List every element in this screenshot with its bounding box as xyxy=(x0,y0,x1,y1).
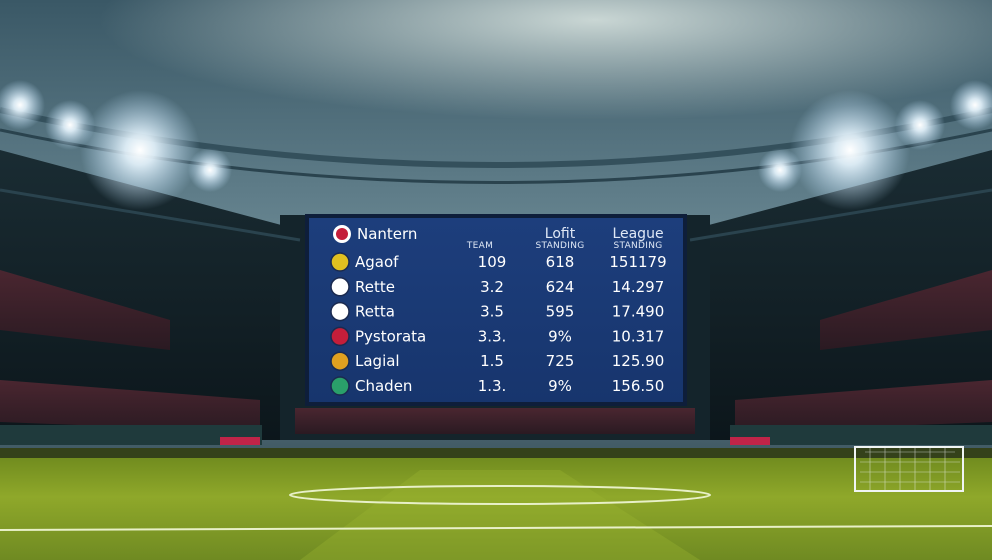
table-cell: 725 xyxy=(546,352,575,370)
team-name: Agaof xyxy=(355,253,399,271)
floodlight xyxy=(45,100,95,150)
left-stand xyxy=(0,150,300,440)
seats xyxy=(0,380,260,432)
seats xyxy=(820,270,992,350)
table-cell: 1.5 xyxy=(480,352,504,370)
scoreboard xyxy=(309,218,683,402)
roof-truss xyxy=(0,188,992,242)
table-cell: 3.5 xyxy=(480,303,504,321)
column-title: Lofit xyxy=(545,226,576,242)
table-cell: 1.3. xyxy=(478,377,507,395)
seats xyxy=(735,380,992,432)
ad-board xyxy=(730,437,770,445)
goal-frame xyxy=(854,446,964,492)
seats xyxy=(0,270,170,350)
team-logo xyxy=(330,301,350,322)
goal-net xyxy=(860,447,960,491)
table-cell: 618 xyxy=(546,253,575,271)
floodlight xyxy=(950,80,992,130)
ad-board xyxy=(220,437,260,445)
floodlight xyxy=(0,80,45,130)
team-logo xyxy=(330,326,350,347)
table-cell: 9% xyxy=(548,327,572,345)
column-subtitle: STANDING xyxy=(613,241,662,251)
column-title: TEAM xyxy=(466,241,493,251)
table-cell: 14.297 xyxy=(612,278,665,296)
team-logo xyxy=(336,228,348,240)
table-cell: 151179 xyxy=(609,253,666,271)
team-logo xyxy=(330,252,350,272)
column-title: League xyxy=(612,226,663,242)
team-name: Chaden xyxy=(355,377,412,395)
table-cell: 156.50 xyxy=(612,377,665,395)
table-cell: 109 xyxy=(478,253,507,271)
pitch-edge xyxy=(0,448,992,458)
team-name: Lagial xyxy=(355,352,400,370)
team-name: Retta xyxy=(355,303,395,321)
floodlight xyxy=(80,90,200,210)
table-cell: 17.490 xyxy=(612,303,665,321)
seats xyxy=(295,408,695,434)
ad-board xyxy=(730,425,992,445)
floodlight xyxy=(188,148,232,192)
table-cell: 10.317 xyxy=(612,327,665,345)
team-name: Rette xyxy=(355,278,395,296)
floodlight xyxy=(895,100,945,150)
floodlight xyxy=(758,148,802,192)
scoreboard-title: Nantern xyxy=(357,225,417,243)
table-cell: 125.90 xyxy=(612,352,665,370)
floodlight xyxy=(790,90,910,210)
column-subtitle: STANDING xyxy=(535,241,584,251)
pitch xyxy=(0,455,992,560)
team-name: Pystorata xyxy=(355,327,426,345)
table-cell: 3.2 xyxy=(480,278,504,296)
table-cell: 3.3. xyxy=(478,327,507,345)
ad-board xyxy=(0,425,262,445)
pitch-line xyxy=(289,485,711,505)
grass-stripe xyxy=(300,470,700,560)
table-cell: 9% xyxy=(548,377,572,395)
pitch-line xyxy=(0,525,992,531)
right-stand xyxy=(690,150,992,440)
team-logo xyxy=(330,277,350,297)
table-cell: 595 xyxy=(546,303,575,321)
goal xyxy=(854,446,964,492)
team-logo xyxy=(330,351,350,371)
table-cell: 624 xyxy=(546,278,575,296)
team-logo xyxy=(330,376,350,396)
